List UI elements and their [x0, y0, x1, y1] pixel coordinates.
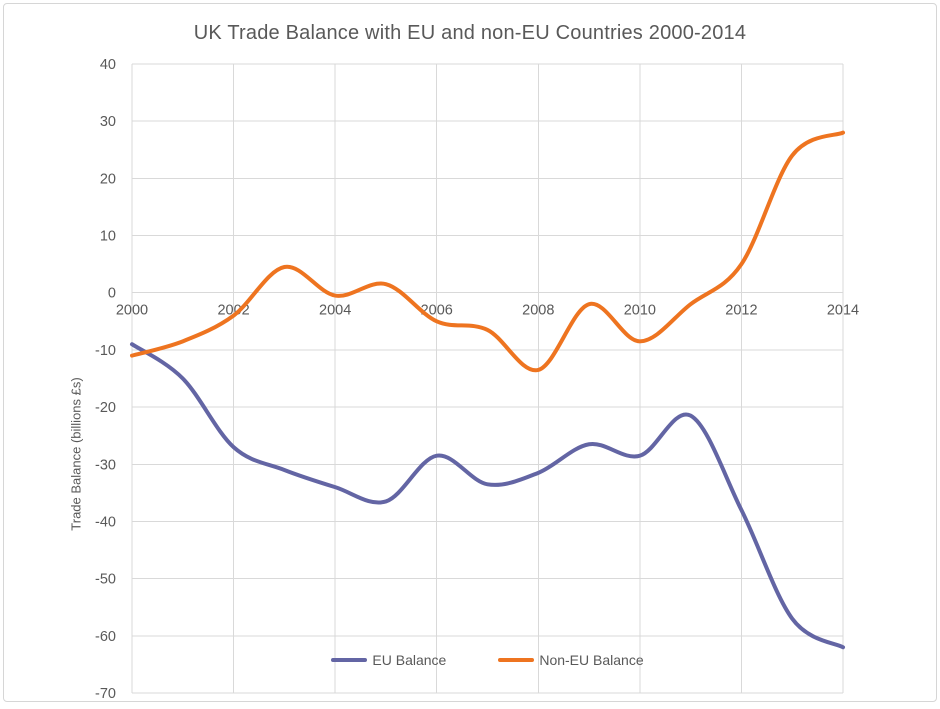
y-tick-label: 20: [100, 171, 116, 187]
y-tick-label: 0: [108, 286, 116, 302]
y-tick-label: 30: [100, 114, 116, 130]
x-tick-label: 2004: [319, 303, 351, 319]
y-tick-label: -60: [95, 629, 116, 645]
chart-title: UK Trade Balance with EU and non-EU Coun…: [193, 22, 747, 44]
screenshot-frame: UK Trade Balance with EU and non-EU Coun…: [3, 3, 937, 702]
x-tick-label: 2008: [522, 303, 554, 319]
legend-item-non-eu-balance: Non-EU Balance: [498, 652, 644, 668]
x-tick-label: 2000: [116, 303, 148, 319]
y-tick-label: 40: [100, 57, 116, 73]
non-eu-balance-line-swatch-icon: [498, 658, 535, 662]
series-line-eu-balance: [130, 342, 845, 650]
y-tick-label: -50: [95, 572, 116, 588]
series-line-non-eu-balance: [130, 130, 845, 372]
legend: EU Balance Non-EU Balance: [132, 652, 843, 668]
y-tick-label: 10: [100, 229, 116, 245]
x-tick-label: 2010: [624, 303, 656, 319]
y-tick-label: -40: [95, 514, 116, 530]
y-tick-label: -30: [95, 457, 116, 473]
x-tick-label: 2014: [827, 303, 859, 319]
y-tick-label: -10: [95, 343, 116, 359]
legend-label-eu-balance: EU Balance: [372, 652, 447, 668]
legend-item-eu-balance: EU Balance: [331, 652, 446, 668]
eu-balance-line-swatch-icon: [331, 658, 368, 662]
legend-label-non-eu-balance: Non-EU Balance: [539, 652, 644, 668]
y-tick-label: -70: [95, 686, 116, 702]
x-tick-label: 2012: [725, 303, 757, 319]
y-tick-label: -20: [95, 400, 116, 416]
